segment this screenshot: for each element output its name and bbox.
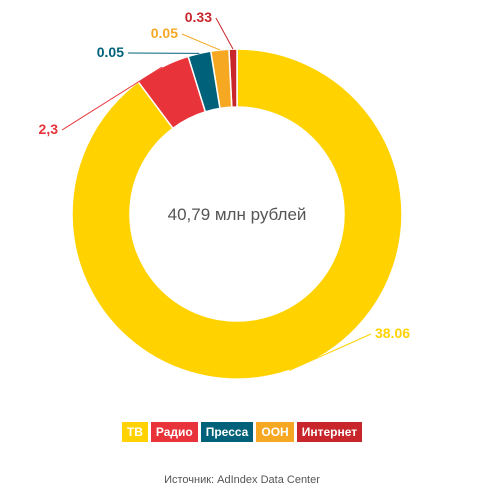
data-label-2: 0.05 <box>97 44 124 60</box>
center-label: 40,79 млн рублей <box>168 205 307 224</box>
leader-line-4 <box>215 17 234 50</box>
data-label-4: 0.33 <box>185 9 212 25</box>
slice-1 <box>137 55 207 130</box>
source-note: Источник: AdIndex Data Center <box>164 474 320 486</box>
leader-line-1 <box>61 66 163 131</box>
legend-item-1: Радио <box>150 422 198 442</box>
data-label-3: 0.05 <box>151 25 178 41</box>
data-label-1: 2,3 <box>39 121 59 137</box>
leader-line-3 <box>181 33 220 51</box>
data-label-0: 38.06 <box>375 325 410 341</box>
slice-2 <box>187 50 221 113</box>
slice-0 <box>71 48 403 380</box>
slice-3 <box>209 48 233 110</box>
legend-item-4: Интернет <box>296 422 363 442</box>
legend-item-2: Пресса <box>200 422 254 442</box>
legend-item-0: ТВ <box>121 422 148 442</box>
legend: ТВ Радио Пресса OOH Интернет <box>0 422 484 442</box>
leader-line-0 <box>288 333 372 372</box>
legend-item-3: OOH <box>256 422 294 442</box>
